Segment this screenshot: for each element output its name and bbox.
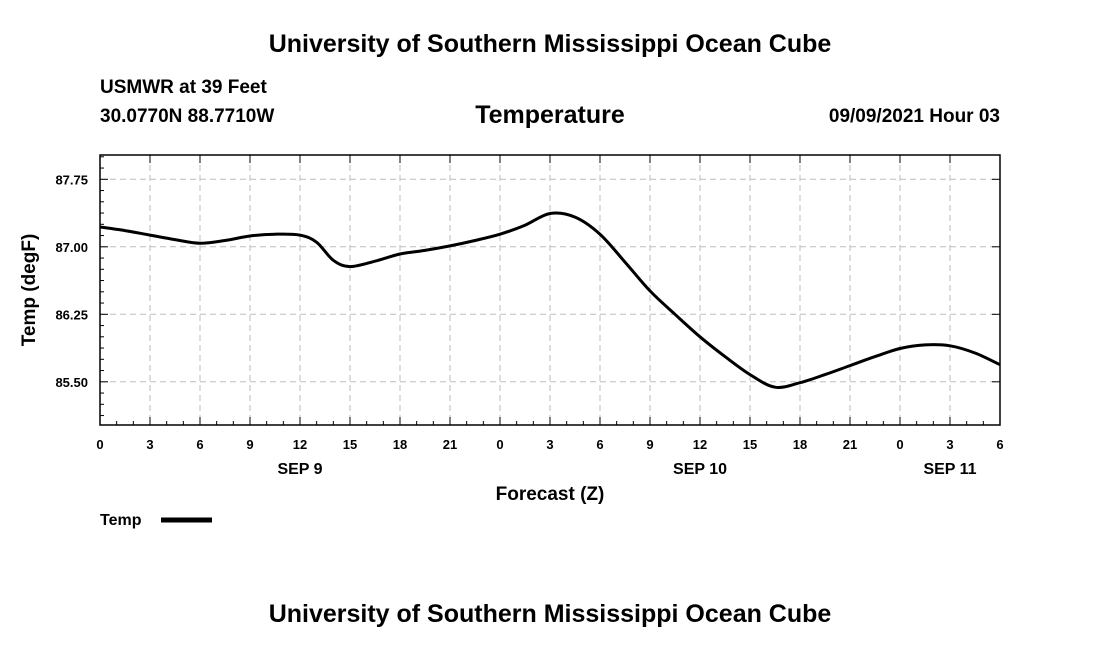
- x-tick-label: 0: [496, 437, 503, 452]
- x-tick-label: 12: [293, 437, 307, 452]
- x-tick-label: 3: [546, 437, 553, 452]
- y-tick-label: 87.00: [55, 240, 88, 255]
- x-tick-label: 12: [693, 437, 707, 452]
- grid: [100, 155, 1000, 425]
- temp-series-line: [99, 211, 1001, 389]
- x-tick-label: 21: [843, 437, 857, 452]
- x-tick-label: 18: [793, 437, 807, 452]
- y-tick-label: 85.50: [55, 375, 88, 390]
- y-tick-label: 87.75: [55, 172, 88, 187]
- x-tick-label: 15: [343, 437, 357, 452]
- date-label: SEP 11: [923, 461, 976, 478]
- x-axis-title: Forecast (Z): [496, 484, 605, 505]
- y-tick-label: 86.25: [55, 307, 88, 322]
- date-label: SEP 9: [277, 461, 322, 478]
- x-tick-label: 18: [393, 437, 407, 452]
- x-tick-label: 3: [946, 437, 953, 452]
- date-label: SEP 10: [673, 461, 727, 478]
- y-axis-title: Temp (degF): [19, 234, 40, 347]
- x-tick-label: 21: [443, 437, 457, 452]
- legend: Temp: [100, 512, 212, 529]
- x-tick-label: 6: [196, 437, 203, 452]
- footer-title: University of Southern Mississippi Ocean…: [268, 600, 832, 628]
- forecast-timestamp: 09/09/2021 Hour 03: [828, 106, 1000, 127]
- x-tick-label: 3: [146, 437, 153, 452]
- legend-label: Temp: [100, 512, 142, 529]
- x-tick-label: 9: [646, 437, 653, 452]
- x-tick-label: 15: [743, 437, 757, 452]
- x-tick-label: 6: [996, 437, 1003, 452]
- x-tick-label: 9: [246, 437, 253, 452]
- x-tick-label: 6: [596, 437, 603, 452]
- station-label: USMWR at 39 Feet: [100, 77, 267, 98]
- axis-tick-labels: 0 3 6 9 12 15 18 21 0 3 6 9 12 15 18 21 0 3 6 85.50 86.25 87.…: [55, 172, 1003, 478]
- x-tick-label: 0: [96, 437, 103, 452]
- plot-frame: [99, 154, 1001, 426]
- station-coordinates: 30.0770N 88.7710W: [100, 106, 275, 127]
- chart-title: Temperature: [475, 101, 625, 129]
- x-tick-label: 0: [896, 437, 903, 452]
- series: [99, 211, 1001, 389]
- page-title: University of Southern Mississippi Ocean…: [268, 30, 832, 58]
